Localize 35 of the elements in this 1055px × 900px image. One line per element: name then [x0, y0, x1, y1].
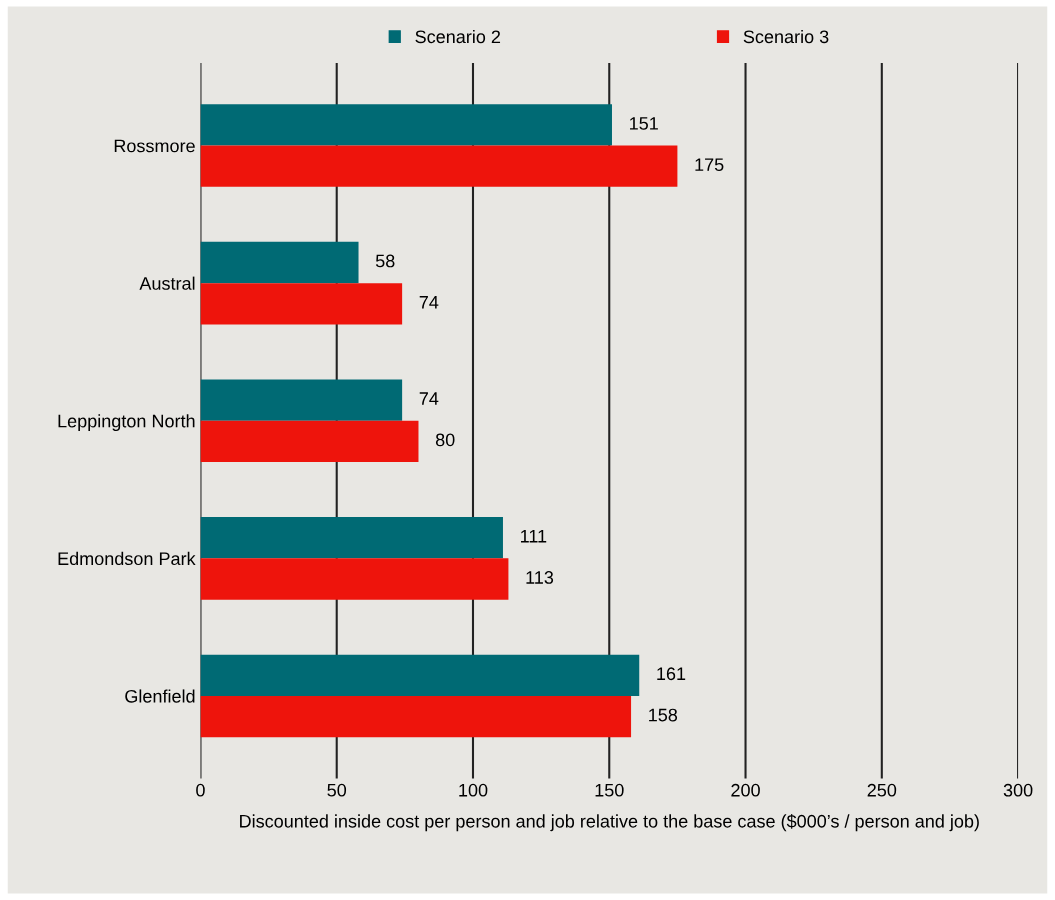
legend-label: Scenario 2: [415, 29, 501, 44]
x-axis-title: Discounted inside cost per person and job relative to the base case ($000’s / person and job): [240, 814, 979, 832]
x-tick-label: 100: [459, 783, 488, 797]
bar: [200, 517, 503, 559]
data-label: 175: [695, 158, 724, 172]
y-tick-label: Glenfield: [125, 689, 195, 703]
data-label: 111: [521, 529, 547, 543]
legend-label: Scenario 3: [743, 29, 829, 44]
data-label: 158: [649, 708, 678, 722]
bar: [200, 104, 612, 146]
data-label: 80: [435, 433, 455, 447]
data-label: 151: [630, 117, 658, 130]
bar: [200, 420, 419, 463]
bar: [200, 145, 678, 187]
x-tick-label: 300: [1003, 783, 1033, 797]
y-tick-label: Austral: [139, 276, 195, 290]
bar: [200, 241, 359, 284]
bar: [200, 558, 509, 600]
x-tick-label: 0: [196, 783, 205, 797]
x-tick-label: 150: [595, 783, 624, 797]
y-tick-label: Leppington North: [58, 414, 195, 432]
bar: [200, 695, 632, 738]
x-tick-label: 50: [327, 783, 347, 797]
x-tick-label: 200: [731, 783, 760, 797]
y-tick-label: Rossmore: [114, 139, 195, 153]
data-label: 74: [419, 296, 439, 309]
data-label: 113: [526, 571, 554, 584]
bar: [200, 283, 403, 325]
x-tick-label: 250: [867, 783, 897, 797]
y-tick-label: Edmondson Park: [58, 551, 196, 566]
bar: [200, 379, 403, 421]
data-label: 74: [419, 392, 439, 405]
data-label: 58: [375, 254, 395, 268]
data-label: 161: [657, 667, 686, 681]
bar: [200, 654, 640, 696]
